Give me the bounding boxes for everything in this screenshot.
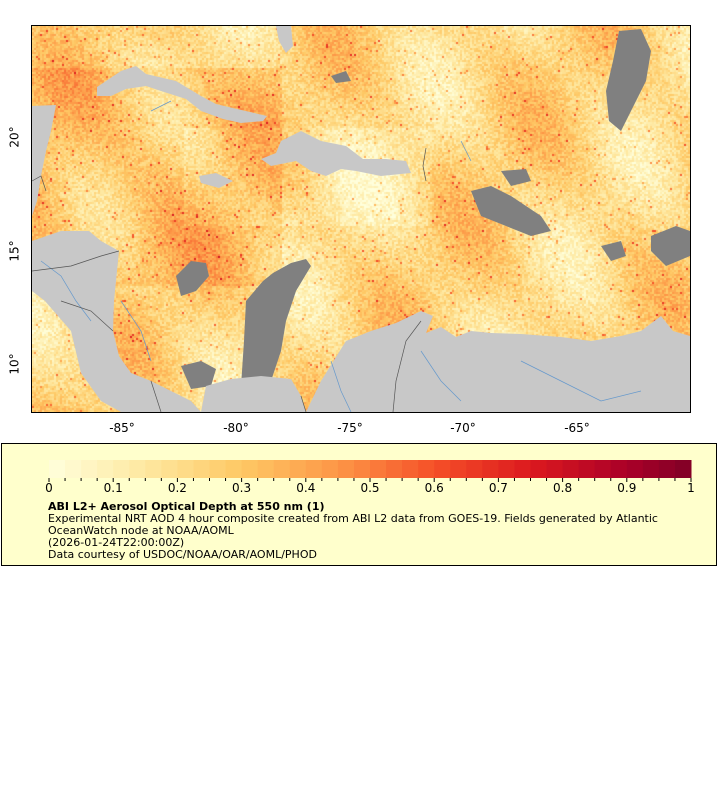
borders xyxy=(32,147,427,412)
legend-description-cont: OceanWatch node at NOAA/AOML xyxy=(48,524,234,537)
colorbar-segment xyxy=(289,460,307,478)
colorbar-segment xyxy=(466,460,483,478)
colorbar-segment xyxy=(225,460,243,478)
colorbar-segment xyxy=(129,460,146,478)
colorbar-segment xyxy=(386,460,403,478)
rivers xyxy=(40,100,642,412)
colorbar-segment xyxy=(498,460,515,478)
colorbar-segment xyxy=(209,460,227,478)
legend-description: Experimental NRT AOD 4 hour composite cr… xyxy=(48,512,658,525)
colorbar-segment xyxy=(49,460,66,478)
y-tick-label: 10° xyxy=(7,353,22,375)
colorbar-segment xyxy=(418,460,435,478)
colorbar-segment xyxy=(482,460,499,478)
legend-panel: 0 0.1 0.2 0.3 0.4 0.5 0.6 0.7 0.8 0.9 1 ABI L2+ Ae… xyxy=(1,443,717,566)
colorbar-segment xyxy=(161,460,178,478)
colorbar-tick-label: 1 xyxy=(687,481,695,495)
colorbar-segment xyxy=(65,460,82,478)
x-tick-label: -75° xyxy=(337,421,363,435)
colorbar-tick-label: 0.7 xyxy=(488,481,508,495)
colorbar-segment xyxy=(241,460,259,478)
x-tick-label: -65° xyxy=(564,421,590,435)
colorbar-segment xyxy=(450,460,467,478)
no-data-areas xyxy=(176,29,690,412)
colorbar-segment xyxy=(81,460,98,478)
colorbar-segment xyxy=(674,460,692,478)
colorbar-segment xyxy=(530,460,548,478)
colorbar-segment xyxy=(145,460,162,478)
colorbar-segment xyxy=(321,460,339,478)
colorbar-segment xyxy=(97,460,114,478)
colorbar-segment xyxy=(642,460,660,478)
legend-time: (2026-01-24T22:00:00Z) xyxy=(48,536,185,549)
colorbar-segment xyxy=(257,460,275,478)
colorbar-segment xyxy=(305,460,323,478)
colorbar-segment xyxy=(658,460,676,478)
colorbar-segment xyxy=(353,460,371,478)
colorbar-tick-label: 0.1 xyxy=(103,481,123,495)
colorbar-tick-label: 0.4 xyxy=(296,481,316,495)
colorbar-tick-label: 0.5 xyxy=(360,481,380,495)
land-areas xyxy=(32,26,690,412)
colorbar-segment xyxy=(594,460,612,478)
colorbar-segment xyxy=(578,460,596,478)
colorbar-segment xyxy=(434,460,451,478)
colorbar-segment xyxy=(337,460,355,478)
y-tick-label: 15° xyxy=(7,240,22,262)
colorbar-segment xyxy=(546,460,564,478)
colorbar-segment xyxy=(514,460,531,478)
x-tick-label: -80° xyxy=(223,421,249,435)
colorbar-tick-label: 0.8 xyxy=(553,481,573,495)
colorbar-tick-label: 0.9 xyxy=(617,481,637,495)
colorbar xyxy=(48,460,692,482)
colorbar-tick-label: 0 xyxy=(45,481,53,495)
colorbar-tick-label: 0.2 xyxy=(167,481,187,495)
y-tick-label: 20° xyxy=(7,126,22,148)
aod-map[interactable] xyxy=(31,25,691,413)
colorbar-segment xyxy=(273,460,291,478)
colorbar-segment xyxy=(402,460,419,478)
legend-credit: Data courtesy of USDOC/NOAA/OAR/AOML/PHO… xyxy=(48,548,317,561)
colorbar-tick-label: 0.6 xyxy=(424,481,444,495)
land-overlay xyxy=(32,26,690,412)
colorbar-segment xyxy=(113,460,130,478)
colorbar-segment xyxy=(562,460,580,478)
colorbar-segment xyxy=(193,460,210,478)
colorbar-tick-label: 0.3 xyxy=(232,481,252,495)
colorbar-segment xyxy=(177,460,194,478)
colorbar-segment xyxy=(370,460,387,478)
colorbar-segment xyxy=(626,460,644,478)
x-tick-label: -85° xyxy=(109,421,135,435)
colorbar-segment xyxy=(610,460,628,478)
legend-title: ABI L2+ Aerosol Optical Depth at 550 nm … xyxy=(48,500,325,513)
x-tick-label: -70° xyxy=(450,421,476,435)
